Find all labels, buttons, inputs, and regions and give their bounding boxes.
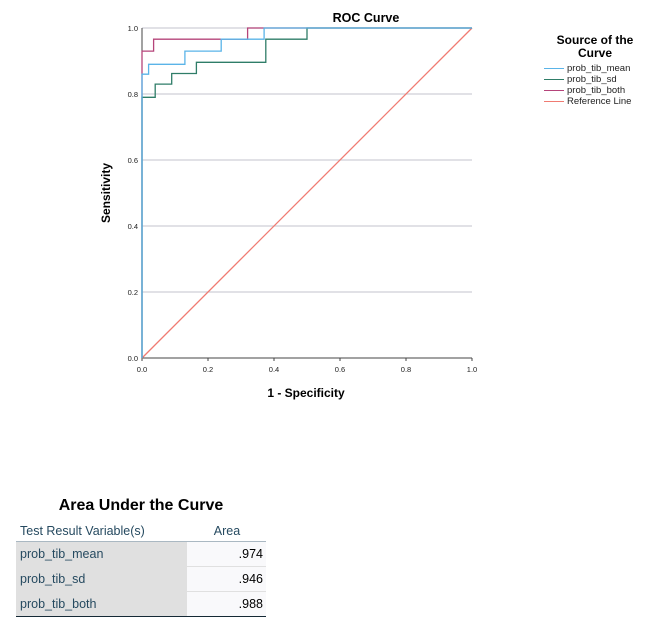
x-tick-label: 0.4 [269, 365, 279, 374]
row-variable: prob_tib_mean [16, 541, 187, 567]
y-tick-label: 0.2 [128, 288, 138, 297]
row-variable: prob_tib_both [16, 591, 187, 617]
x-tick-label: 0.8 [401, 365, 411, 374]
legend-swatch [544, 101, 564, 102]
chart-title: ROC Curve [333, 11, 400, 25]
y-axis-label: Sensitivity [99, 163, 113, 223]
x-tick-label: 0.0 [137, 365, 147, 374]
legend-swatch [544, 79, 564, 80]
x-tick-label: 1.0 [467, 365, 477, 374]
legend-swatch [544, 68, 564, 69]
auc-table-title: Area Under the Curve [58, 497, 224, 514]
table-row: prob_tib_mean .974 [16, 541, 266, 567]
y-tick-label: 1.0 [128, 24, 138, 33]
legend: Source of the Curve prob_tib_mean prob_ti… [540, 34, 650, 107]
legend-item: prob_tib_mean [540, 63, 650, 74]
legend-item: prob_tib_both [540, 85, 650, 96]
legend-label: prob_tib_both [567, 85, 626, 96]
series-lines [141, 27, 473, 359]
x-tick-label: 0.2 [203, 365, 213, 374]
legend-title: Source of the Curve [556, 33, 634, 60]
legend-item: prob_tib_sd [540, 74, 650, 85]
header-area: Area [187, 521, 266, 542]
series-line-prob-tib-sd [141, 27, 472, 358]
legend-item: Reference Line [540, 96, 650, 107]
x-axis-label: 1 - Specificity [267, 386, 345, 400]
row-variable: prob_tib_sd [16, 566, 187, 592]
table-row: prob_tib_both .988 [16, 591, 266, 617]
row-area: .974 [187, 541, 266, 567]
legend-label: prob_tib_mean [567, 63, 631, 74]
y-tick-label: 0.0 [128, 354, 138, 363]
tick-labels: 0.0 0.2 0.4 0.6 0.8 1.0 0.0 0.2 0.4 0.6 0.8 1.0 [128, 24, 478, 374]
legend-label: Reference Line [567, 96, 632, 107]
grid-lines [142, 27, 472, 293]
series-line-prob-tib-both [141, 27, 472, 358]
legend-label: prob_tib_sd [567, 74, 617, 85]
y-tick-label: 0.4 [128, 222, 138, 231]
y-tick-label: 0.8 [128, 90, 138, 99]
legend-items: prob_tib_mean prob_tib_sd prob_tib_both Ref… [540, 63, 650, 107]
row-area: .988 [187, 591, 266, 617]
row-area: .946 [187, 566, 266, 592]
auc-table-header-row: Test Result Variable(s) Area [16, 521, 266, 542]
legend-swatch [544, 90, 564, 91]
series-line-prob-tib-mean [141, 27, 472, 358]
roc-chart: 0.0 0.2 0.4 0.6 0.8 1.0 0.0 0.2 0.4 0.6 0.8 1.0 ROC… [99, 11, 478, 400]
table-row: prob_tib_sd .946 [16, 566, 266, 592]
auc-table-panel: Area Under the Curve Test Result Variabl… [16, 497, 266, 617]
auc-table: Test Result Variable(s) Area prob_tib_me… [16, 521, 266, 617]
y-tick-label: 0.6 [128, 156, 138, 165]
series-line-reference-line [141, 27, 473, 359]
x-tick-label: 0.6 [335, 365, 345, 374]
header-variable: Test Result Variable(s) [16, 521, 187, 542]
